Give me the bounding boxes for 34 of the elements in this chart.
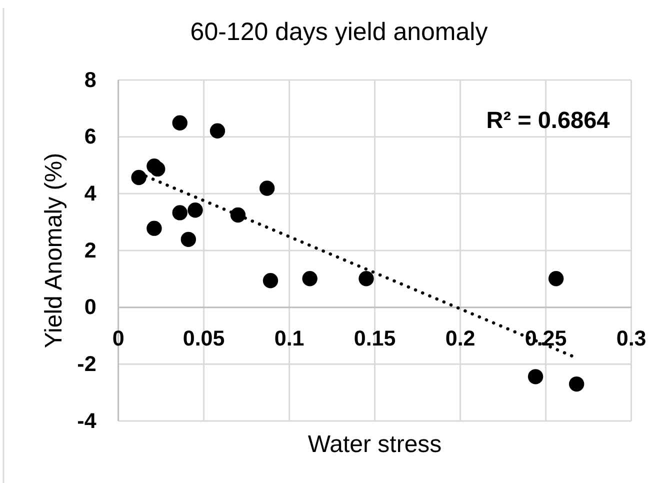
x-tick-label: 0.25 [524,326,567,351]
point [150,161,166,177]
x-tick-label: 0 [112,326,124,351]
point [528,369,544,384]
x-tick-label: 0.1 [274,326,304,351]
point [548,271,564,286]
x-axis-title: Water stress [308,431,442,458]
point [568,376,584,392]
point [358,271,374,286]
chart-title: 60-120 days yield anomaly [190,18,488,46]
y-tick-label: -4 [77,408,96,433]
y-tick-label: 4 [84,182,96,206]
x-tick-label: 0.2 [445,326,476,351]
annotation: R² = 0.6864 [486,107,610,133]
point [259,180,275,196]
point [188,202,203,218]
point [180,232,196,247]
point [172,115,188,130]
x-tick-label: 0.05 [182,326,225,351]
y-tick-label: 0 [84,295,96,320]
y-tick-label: 8 [84,68,96,92]
point [302,271,318,286]
point [172,205,188,220]
point [262,273,278,288]
y-axis-title: Yield Anomaly (%) [40,152,68,348]
y-tick-label: 2 [84,238,96,262]
x-tick-label: 0.15 [354,326,396,351]
point [131,170,146,186]
point [146,220,162,236]
x-tick-label: 0.3 [616,326,646,351]
y-tick-label: -2 [77,352,96,376]
point [230,207,246,223]
point [210,123,226,138]
y-tick-label: 6 [84,124,96,149]
